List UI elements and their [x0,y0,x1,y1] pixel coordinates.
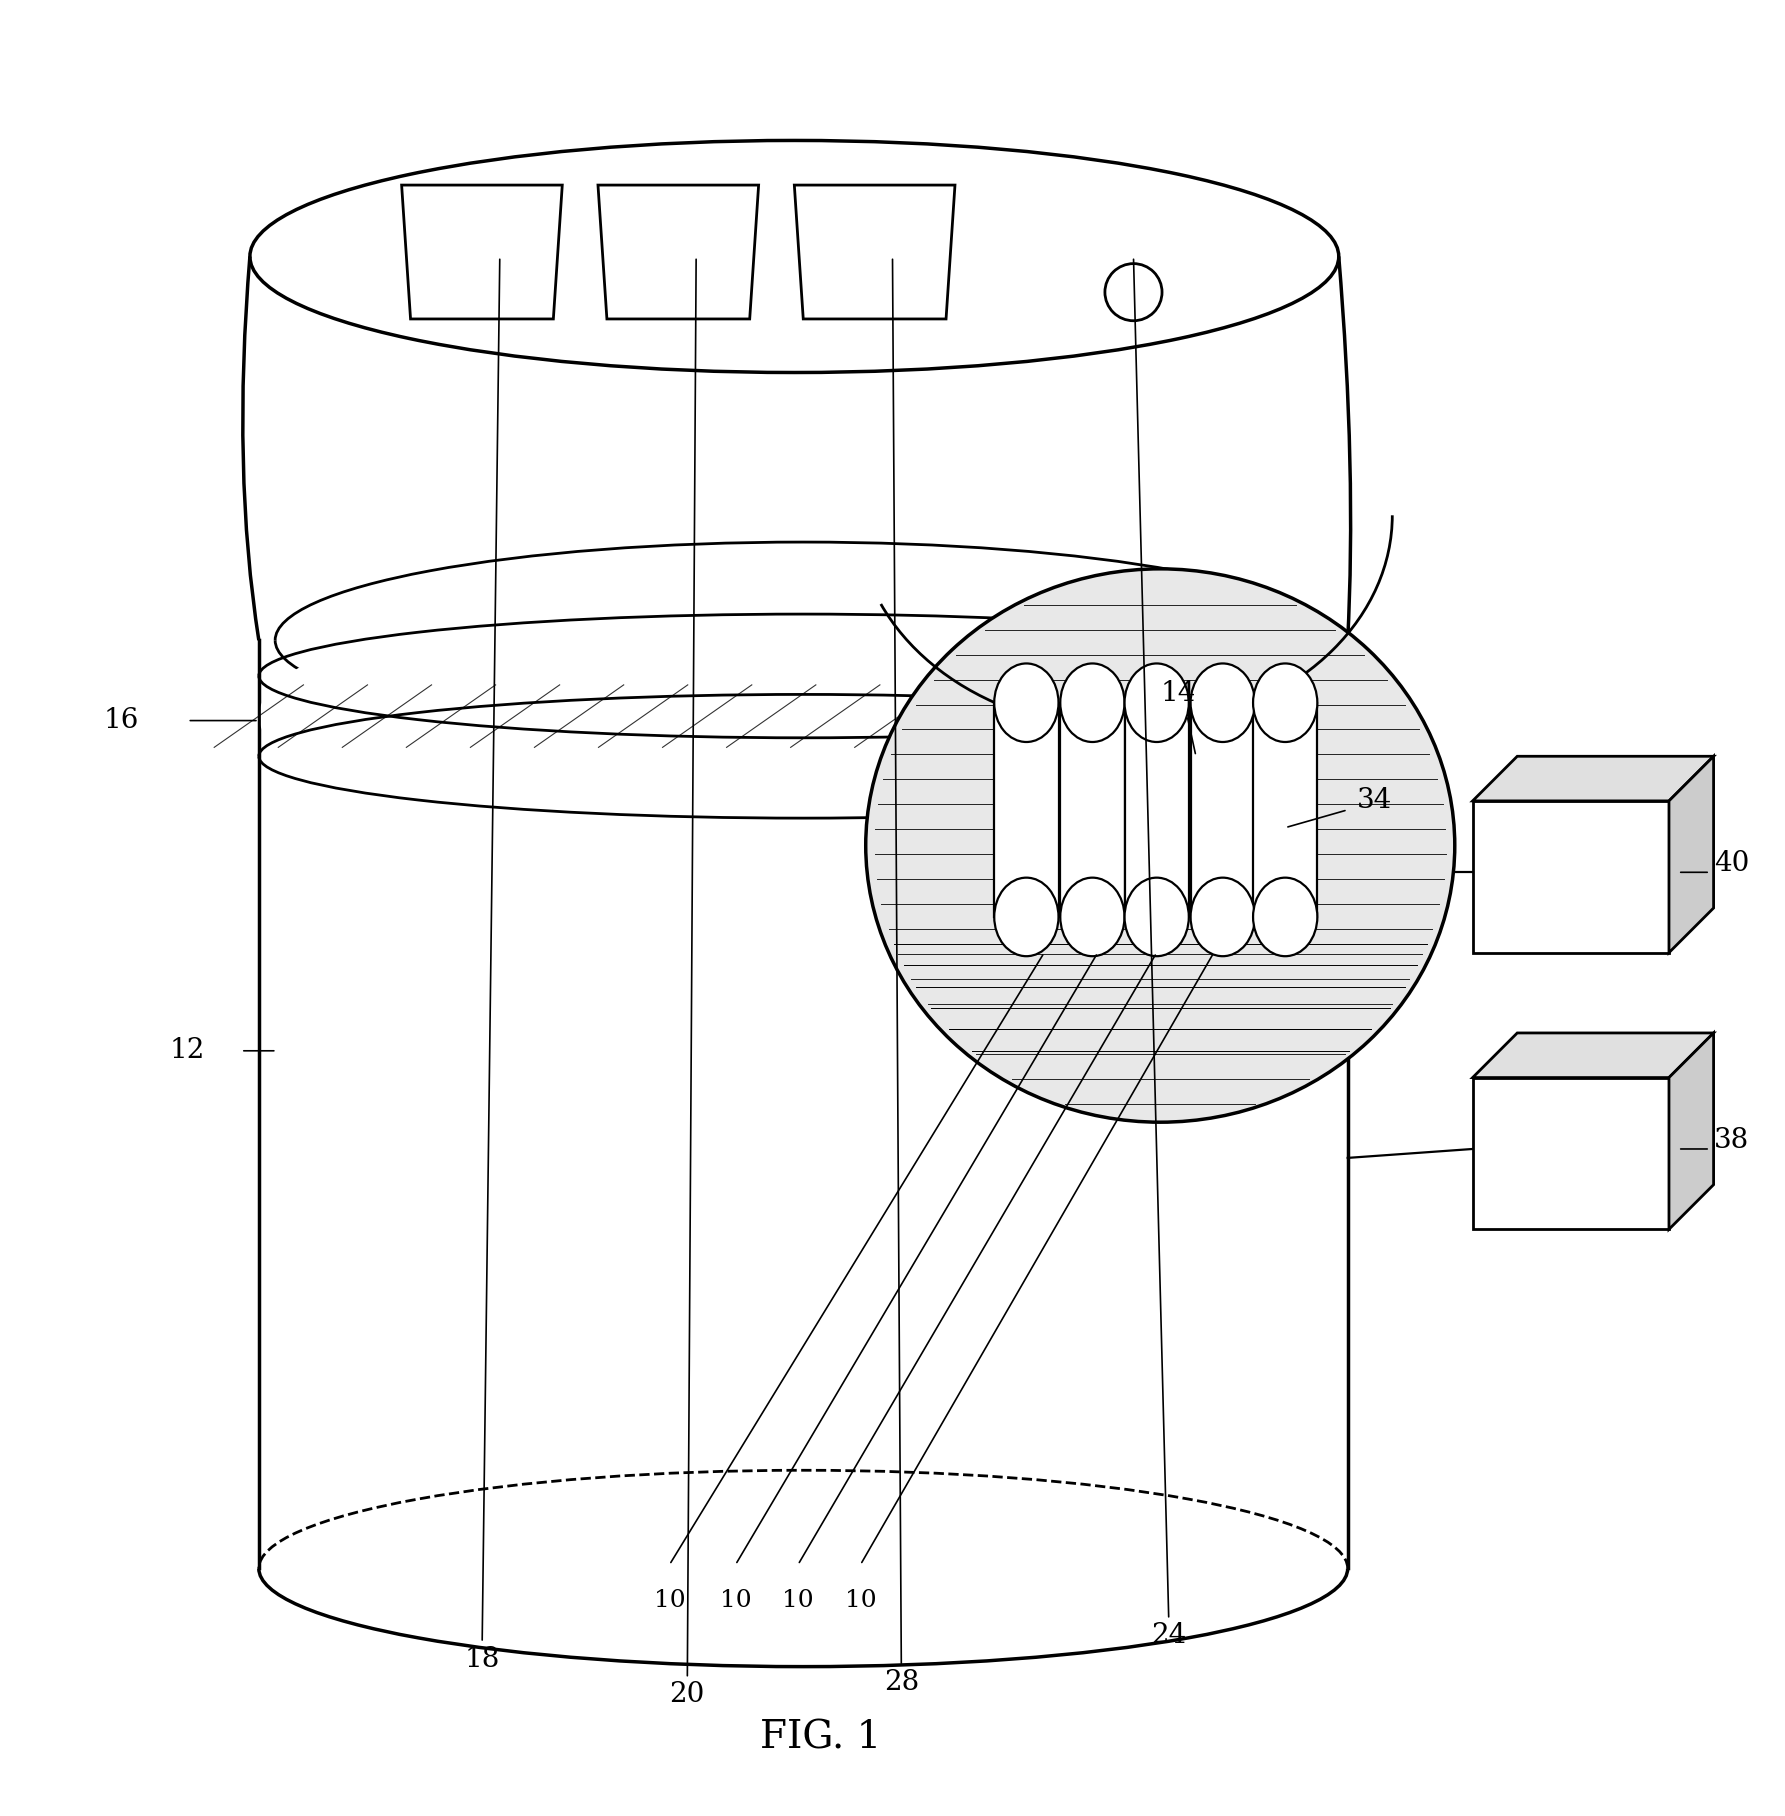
Text: 38: 38 [1714,1126,1749,1153]
Polygon shape [1348,730,1419,819]
Ellipse shape [994,877,1059,957]
Text: 40: 40 [1714,850,1749,877]
Text: 24: 24 [1133,260,1187,1649]
Polygon shape [402,185,562,320]
Polygon shape [598,185,759,320]
Text: 10: 10 [844,1589,876,1613]
Polygon shape [1191,703,1255,917]
Ellipse shape [1125,877,1189,957]
Polygon shape [1669,755,1714,953]
Text: 18: 18 [464,260,500,1673]
Polygon shape [1473,801,1669,953]
Text: 14: 14 [1160,681,1196,706]
Polygon shape [1060,703,1125,917]
Ellipse shape [1191,877,1255,957]
Polygon shape [1669,1033,1714,1229]
Polygon shape [1125,703,1189,917]
Polygon shape [1473,1077,1669,1229]
Text: 16: 16 [104,706,139,734]
Polygon shape [1473,755,1714,801]
Polygon shape [994,703,1059,917]
Ellipse shape [259,588,1348,844]
Text: 20: 20 [669,260,705,1709]
Ellipse shape [1253,877,1317,957]
Text: 34: 34 [1357,788,1392,814]
Ellipse shape [1191,663,1255,743]
Circle shape [1105,263,1162,321]
Ellipse shape [994,663,1059,743]
Text: FIG. 1: FIG. 1 [760,1720,882,1756]
Ellipse shape [1125,663,1189,743]
Ellipse shape [1253,663,1317,743]
Text: 10: 10 [782,1589,814,1613]
Text: 12: 12 [170,1037,205,1064]
Ellipse shape [866,568,1455,1122]
Text: 10: 10 [653,1589,685,1613]
Polygon shape [794,185,955,320]
Text: 28: 28 [884,260,919,1696]
Text: 10: 10 [719,1589,751,1613]
Ellipse shape [1060,877,1125,957]
Polygon shape [1473,1033,1714,1077]
Ellipse shape [1060,663,1125,743]
Polygon shape [1253,703,1317,917]
